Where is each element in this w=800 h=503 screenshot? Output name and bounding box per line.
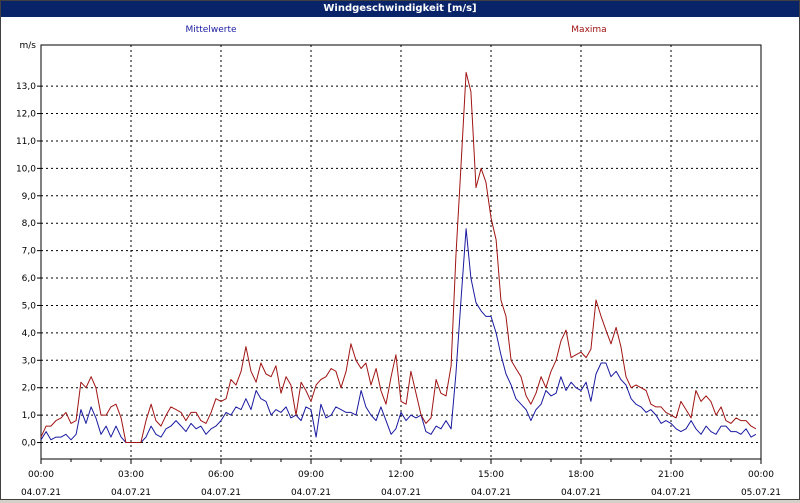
window-title: Windgeschwindigkeit [m/s]: [1, 1, 799, 17]
grid: [41, 45, 761, 459]
x-tick-date: 04.07.21: [21, 488, 61, 498]
x-tick-time: 15:00: [478, 470, 504, 480]
x-tick-time: 00:00: [748, 470, 774, 480]
x-tick-time: 21:00: [658, 470, 684, 480]
y-tick-label: 2,0: [22, 384, 37, 394]
x-tick-date: 04.07.21: [291, 488, 331, 498]
chart-area: 0,0 1,0 2,0 3,0 4,0 5,0 6,0 7,0 8,0 9,0 10,0 11,0 12…: [1, 17, 799, 499]
legend-mittelwerte: Mittelwerte: [185, 25, 236, 35]
wind-speed-chart: 0,0 1,0 2,0 3,0 4,0 5,0 6,0 7,0 8,0 9,0 10,0 11,0 12…: [16, 25, 781, 498]
axis-labels: 0,0 1,0 2,0 3,0 4,0 5,0 6,0 7,0 8,0 9,0 10,0 11,0 12…: [16, 25, 781, 498]
y-tick-label: 9,0: [22, 192, 37, 202]
y-tick-label: 10,0: [16, 164, 36, 174]
y-tick-label: 7,0: [22, 247, 37, 257]
y-tick-label: 8,0: [22, 219, 37, 229]
x-tick-date: 04.07.21: [201, 488, 241, 498]
plot-frame: [37, 44, 762, 464]
y-tick-label: 3,0: [22, 356, 37, 366]
x-tick-date: 05.07.21: [741, 488, 781, 498]
y-axis-label: m/s: [20, 41, 37, 51]
y-tick-label: 11,0: [16, 137, 36, 147]
x-tick-time: 00:00: [28, 470, 54, 480]
x-tick-time: 09:00: [298, 470, 324, 480]
x-tick-date: 04.07.21: [111, 488, 151, 498]
x-tick-date: 04.07.21: [471, 488, 511, 498]
y-tick-label: 6,0: [22, 274, 37, 284]
x-tick-date: 04.07.21: [381, 488, 421, 498]
x-tick-date: 04.07.21: [561, 488, 601, 498]
y-tick-label: 13,0: [16, 82, 36, 92]
y-tick-label: 4,0: [22, 329, 37, 339]
legend-maxima: Maxima: [571, 25, 606, 35]
x-tick-time: 18:00: [568, 470, 594, 480]
y-tick-label: 0,0: [22, 439, 37, 449]
x-tick-date: 04.07.21: [651, 488, 691, 498]
x-tick-time: 12:00: [388, 470, 414, 480]
y-tick-label: 5,0: [22, 301, 37, 311]
series-line-maxima: [40, 71, 757, 443]
x-tick-time: 03:00: [118, 470, 144, 480]
plot-border: [40, 44, 762, 460]
y-tick-label: 12,0: [16, 110, 36, 120]
series-lines: [40, 71, 757, 443]
x-tick-time: 06:00: [208, 470, 234, 480]
y-tick-label: 1,0: [22, 411, 37, 421]
series-line-mittelwerte: [40, 228, 757, 443]
